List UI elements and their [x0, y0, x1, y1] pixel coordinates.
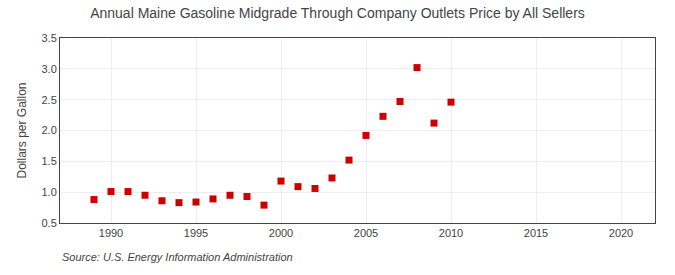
- svg-text:Annual Maine Gasoline Midgrade: Annual Maine Gasoline Midgrade Through C…: [90, 5, 585, 21]
- svg-text:2005: 2005: [354, 227, 378, 239]
- svg-text:0.5: 0.5: [42, 217, 57, 229]
- svg-text:1.5: 1.5: [42, 155, 57, 167]
- svg-text:2.0: 2.0: [42, 124, 57, 136]
- svg-text:Dollars per Gallon: Dollars per Gallon: [15, 82, 29, 178]
- svg-text:2.5: 2.5: [42, 94, 57, 106]
- svg-text:1995: 1995: [184, 227, 208, 239]
- svg-text:2015: 2015: [524, 227, 548, 239]
- svg-text:2000: 2000: [269, 227, 293, 239]
- svg-text:3.0: 3.0: [42, 63, 57, 75]
- svg-text:3.5: 3.5: [42, 32, 57, 44]
- svg-text:Source: U.S. Energy Informatio: Source: U.S. Energy Information Administ…: [62, 251, 293, 263]
- svg-text:1990: 1990: [99, 227, 123, 239]
- svg-text:2010: 2010: [439, 227, 463, 239]
- svg-text:2020: 2020: [609, 227, 633, 239]
- svg-text:1.0: 1.0: [42, 186, 57, 198]
